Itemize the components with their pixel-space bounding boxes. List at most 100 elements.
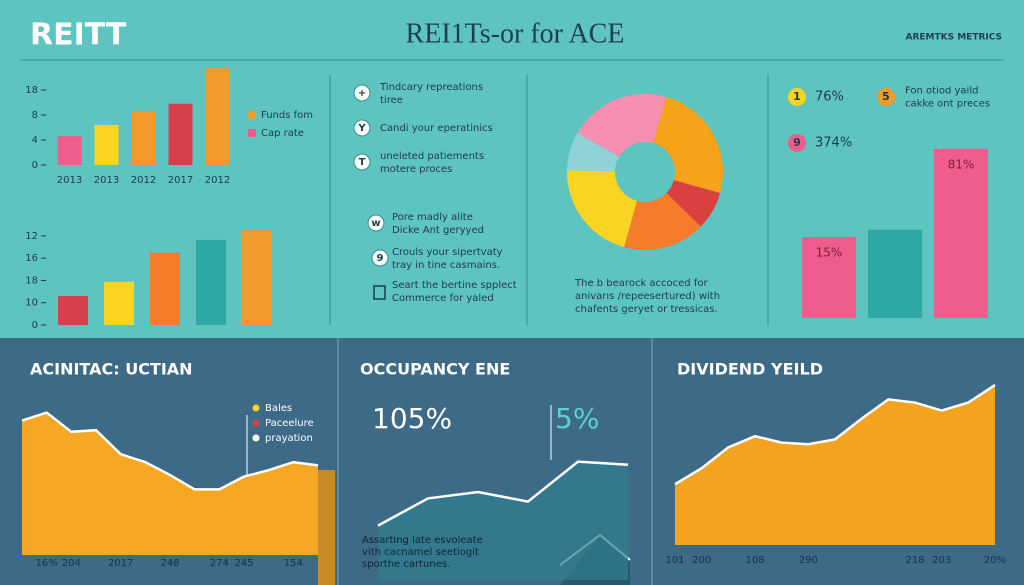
legend-swatch bbox=[248, 111, 256, 119]
x-tick-label: 154 bbox=[284, 558, 303, 569]
x-tick-label: 101 bbox=[665, 555, 684, 566]
legend-swatch bbox=[252, 419, 260, 427]
list-text: Commerce for yaled bbox=[392, 293, 494, 304]
y-tick-label: 0 bbox=[32, 320, 38, 331]
legend-swatch bbox=[248, 129, 256, 137]
bar bbox=[150, 252, 180, 325]
bar bbox=[57, 136, 82, 165]
legend-swatch bbox=[252, 434, 260, 442]
x-tick-label: 2012 bbox=[205, 175, 230, 186]
bar bbox=[196, 239, 226, 325]
kpi-badge-text: 9 bbox=[793, 136, 801, 149]
legend-label: Cap rate bbox=[261, 128, 304, 139]
x-tick-label: 2013 bbox=[94, 175, 119, 186]
icon-circle bbox=[353, 84, 371, 102]
x-tick-label: 204 bbox=[62, 558, 81, 569]
kpi-badge bbox=[788, 88, 806, 106]
bar bbox=[94, 125, 119, 165]
icon-circle bbox=[367, 214, 385, 232]
donut-segment bbox=[567, 170, 637, 248]
kpi-badge-text: 1 bbox=[793, 90, 801, 103]
logo: REITT bbox=[30, 18, 127, 53]
legend-label: Paceelure bbox=[265, 418, 314, 429]
icon-circle bbox=[371, 249, 389, 267]
caption: The b bearock accoced for bbox=[574, 278, 708, 289]
bar bbox=[104, 281, 134, 325]
icon: T bbox=[359, 157, 366, 168]
area-edge bbox=[318, 470, 335, 585]
list-text: tray in tine casmains. bbox=[392, 260, 500, 271]
caption: chafents geryet or tressicas. bbox=[575, 304, 718, 315]
bar-label: 81% bbox=[948, 157, 975, 171]
icon: w bbox=[371, 218, 380, 229]
note: vith cacnamel seetiogit bbox=[362, 547, 479, 558]
y-tick-label: 18 bbox=[25, 85, 38, 96]
kpi-text: cakke ont preces bbox=[905, 99, 990, 110]
icon-circle bbox=[353, 153, 371, 171]
x-tick-label: 290 bbox=[799, 555, 818, 566]
header-tagline: AREMTKS METRICS bbox=[905, 33, 1002, 43]
x-tick-label: 200 bbox=[692, 555, 711, 566]
bar bbox=[242, 230, 272, 325]
x-tick-label: 20% bbox=[984, 555, 1006, 566]
area-outline bbox=[21, 411, 319, 491]
y-tick-label: 0 bbox=[32, 160, 38, 171]
legend-label: Bales bbox=[265, 403, 292, 414]
kpi-text: 374% bbox=[815, 136, 852, 151]
bar bbox=[205, 68, 230, 165]
list-text: tiree bbox=[380, 95, 403, 106]
x-tick-label: 2013 bbox=[57, 175, 82, 186]
icon-circle bbox=[353, 119, 371, 137]
y-tick-label: 4 bbox=[32, 135, 38, 146]
donut-segment bbox=[567, 133, 620, 172]
x-tick-label: 218 bbox=[905, 555, 924, 566]
area bbox=[22, 412, 318, 555]
bar bbox=[802, 237, 856, 318]
kpi-badge-text: 5 bbox=[882, 90, 890, 103]
panel-title: DIVIDEND YEILD bbox=[677, 360, 823, 379]
legend-label: prayation bbox=[265, 433, 313, 444]
kpi-text: Fon otiod yaild bbox=[905, 86, 978, 97]
icon: + bbox=[358, 88, 366, 99]
kpi-badge bbox=[788, 134, 806, 152]
bar bbox=[934, 148, 988, 318]
icon bbox=[373, 285, 386, 300]
x-tick-label: 248 bbox=[160, 558, 179, 569]
list-text: motere proces bbox=[380, 164, 452, 175]
bar-label: 15% bbox=[816, 246, 843, 260]
y-tick-label: 16 bbox=[25, 253, 38, 264]
x-tick-label: 2017 bbox=[168, 175, 193, 186]
kpi-value: 5% bbox=[555, 402, 599, 435]
x-tick-label: 203 bbox=[932, 555, 951, 566]
bar bbox=[868, 229, 922, 318]
y-tick-label: 8 bbox=[32, 110, 38, 121]
list-text: Seart the bertine spplect bbox=[392, 280, 517, 291]
x-tick-label: 274 bbox=[210, 558, 229, 569]
donut-segment bbox=[577, 94, 666, 157]
list-text: Candi your eperatinics bbox=[380, 123, 493, 134]
panel-title: ACINITAC: UCTIAN bbox=[30, 360, 193, 379]
line-area bbox=[378, 461, 628, 580]
note: sporthe cartunes. bbox=[362, 559, 450, 570]
y-tick-label: 10 bbox=[25, 298, 38, 309]
y-tick-label: 12 bbox=[25, 231, 38, 242]
list-text: Tindcary repreations bbox=[379, 82, 483, 93]
bar bbox=[131, 111, 156, 165]
x-tick-label: 108 bbox=[745, 555, 764, 566]
panel-title: OCCUPANCY ENE bbox=[360, 360, 510, 379]
legend-label: Funds fom bbox=[261, 110, 313, 121]
bar bbox=[58, 296, 88, 325]
bar bbox=[168, 103, 193, 165]
area bbox=[675, 385, 995, 545]
kpi-badge bbox=[877, 88, 895, 106]
list-text: Crouls your sipertvaty bbox=[392, 247, 503, 258]
donut-segment bbox=[653, 96, 723, 193]
list-text: Dicke Ant geryyed bbox=[392, 225, 484, 236]
caption: anivarıs /repeesertured) with bbox=[575, 291, 720, 302]
list-text: uneleted patiements bbox=[380, 151, 484, 162]
line bbox=[377, 460, 629, 527]
icon: 9 bbox=[377, 253, 384, 264]
legend-swatch bbox=[252, 404, 260, 412]
header-title: REI1Ts-or for ACE bbox=[406, 18, 625, 49]
